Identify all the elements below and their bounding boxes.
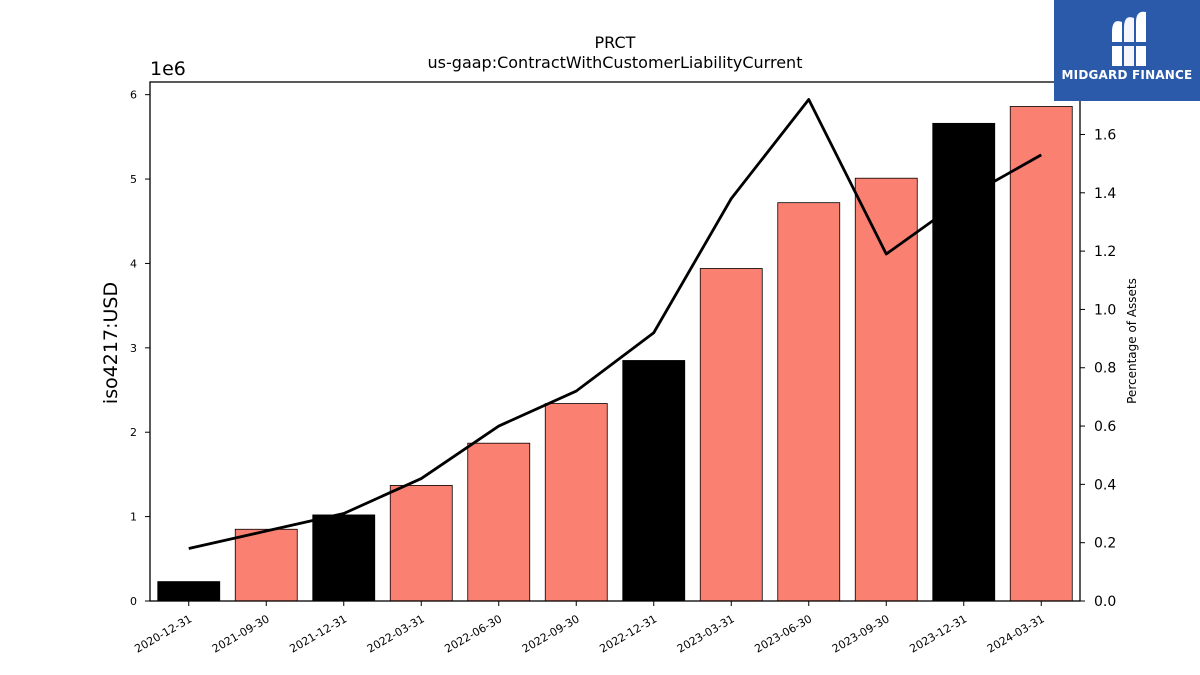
y2-axis-label: Percentage of Assets [1125, 278, 1139, 404]
y2-tick-label: 1.4 [1094, 186, 1116, 202]
plot-frame [149, 81, 1081, 602]
midgard-logo-icon [1108, 11, 1150, 66]
x-tick-label: 2022-09-30 [520, 612, 582, 655]
logo-text: MIDGARD FINANCE [1061, 68, 1193, 82]
bar [234, 528, 298, 602]
x-tick-label: 2023-12-31 [907, 612, 969, 655]
bar [932, 122, 996, 602]
bar [699, 268, 763, 602]
y2-tick-label: 0.8 [1094, 361, 1116, 377]
percentage-line [188, 98, 1042, 550]
y-tick-label: 3 [130, 342, 137, 355]
bar [1009, 106, 1073, 602]
x-tick-label: 2021-09-30 [210, 612, 272, 655]
y-tick-label: 0 [130, 595, 137, 608]
y-tick-label: 6 [130, 89, 137, 102]
bar [854, 177, 918, 602]
bar [157, 581, 221, 602]
x-tick-label: 2023-06-30 [752, 612, 814, 655]
y2-tick-label: 1.6 [1094, 127, 1116, 143]
midgard-finance-logo: MIDGARD FINANCE [1054, 0, 1200, 101]
chart-title: PRCT [595, 33, 636, 52]
bar [544, 403, 608, 602]
x-tick-label: 2022-03-31 [365, 612, 427, 655]
x-tick-label: 2022-12-31 [597, 612, 659, 655]
bar [467, 442, 531, 602]
y-tick-label: 4 [130, 257, 137, 270]
y2-tick-label: 1.2 [1094, 244, 1116, 260]
bar [389, 484, 453, 602]
x-tick-label: 2020-12-31 [132, 612, 194, 655]
y2-tick-label: 0.4 [1094, 477, 1116, 493]
y2-tick-label: 0.0 [1094, 594, 1116, 610]
y-axis-label: iso4217:USD [100, 282, 122, 404]
y2-tick-label: 0.2 [1094, 536, 1116, 552]
chart-subtitle: us-gaap:ContractWithCustomerLiabilityCur… [428, 53, 803, 72]
x-tick-label: 2023-09-30 [830, 612, 892, 655]
y2-tick-label: 0.6 [1094, 419, 1116, 435]
y-tick-label: 2 [130, 426, 137, 439]
bar [622, 360, 686, 602]
y2-tick-label: 1.0 [1094, 302, 1116, 318]
y-offset-label: 1e6 [150, 58, 186, 80]
x-tick-label: 2023-03-31 [675, 612, 737, 655]
bar [312, 514, 376, 602]
x-tick-label: 2024-03-31 [985, 612, 1047, 655]
x-tick-label: 2022-06-30 [442, 612, 504, 655]
x-tick-label: 2021-12-31 [287, 612, 349, 655]
y-tick-label: 1 [130, 511, 137, 524]
bar [777, 202, 841, 602]
y-tick-label: 5 [130, 173, 137, 186]
